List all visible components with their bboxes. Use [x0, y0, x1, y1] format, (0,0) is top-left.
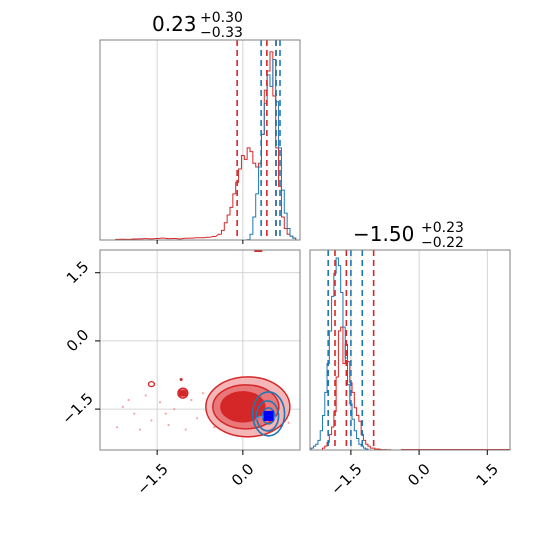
joint-scatter-point-14 — [184, 428, 187, 431]
hist-param2-background — [310, 250, 510, 450]
hist-param1-panel — [99, 39, 301, 244]
joint-scatter-point-4 — [150, 419, 153, 422]
joint-scatter-point-15 — [201, 392, 204, 395]
joint-scatter-point-12 — [121, 405, 124, 408]
joint-scatter-point-7 — [173, 407, 176, 411]
joint-red-contour-inner — [220, 391, 266, 423]
joint-red-top-fragment — [254, 250, 263, 252]
joint-blue-contour-inner — [261, 407, 276, 425]
hist-param2-xtick-label-2: 1.5 — [472, 460, 502, 490]
joint-ytick-label-0: −1.5 — [58, 389, 96, 427]
hist-param2-panel: −1.5 0.0 1.5 — [309, 249, 511, 499]
title-param2-value: −1.50 — [353, 222, 414, 246]
title-param1: 0.23 +0.30 −0.33 — [152, 10, 243, 41]
joint-blue-contour-outer — [251, 391, 286, 437]
hist-param1-frame — [99, 39, 301, 241]
joint-scatter-point-0 — [116, 426, 119, 429]
title-param2: −1.50 +0.23 −0.22 — [353, 220, 464, 251]
joint-frame — [99, 249, 301, 451]
joint-scatter-point-6 — [167, 423, 170, 427]
joint-xtick-label-0: −1.5 — [133, 460, 171, 498]
joint-scatter-point-1 — [127, 398, 130, 402]
title-param2-minus: −0.22 — [421, 235, 464, 251]
title-param1-plus: +0.30 — [200, 10, 243, 26]
joint-scatter-point-18 — [287, 421, 290, 424]
joint-red-island-3 — [179, 378, 183, 382]
title-param1-minus: −0.33 — [200, 25, 243, 41]
hist-param2-frame — [309, 249, 511, 451]
joint-scatter-point-16 — [164, 412, 167, 415]
joint-xtick-label-1: 0.0 — [228, 460, 258, 490]
hist-param2-xtick-label-0: −1.5 — [327, 460, 365, 498]
joint-ytick-label-1: 0.0 — [63, 326, 93, 356]
joint-inner — [116, 250, 291, 438]
joint-scatter-point-13 — [138, 428, 142, 431]
joint-panel: −1.5 0.0 −1.5 0.0 1.5 — [58, 249, 301, 499]
joint-scatter-point-9 — [196, 417, 199, 420]
joint-red-island-2 — [147, 380, 156, 388]
joint-scatter-point-8 — [190, 398, 193, 402]
title-param1-value: 0.23 — [152, 12, 197, 36]
joint-scatter-point-11 — [213, 426, 216, 429]
joint-scatter-point-2 — [133, 412, 136, 415]
joint-scatter-point-5 — [158, 401, 162, 404]
title-param2-plus: +0.23 — [421, 220, 464, 236]
joint-blue-marker — [263, 410, 274, 421]
joint-scatter-point-3 — [144, 394, 147, 397]
joint-blue-contour-mid — [255, 400, 280, 432]
hist-param2-xtick-label-1: 0.0 — [404, 460, 434, 490]
joint-ytick-label-2: 1.5 — [63, 258, 93, 288]
joint-red-marker — [178, 390, 187, 397]
